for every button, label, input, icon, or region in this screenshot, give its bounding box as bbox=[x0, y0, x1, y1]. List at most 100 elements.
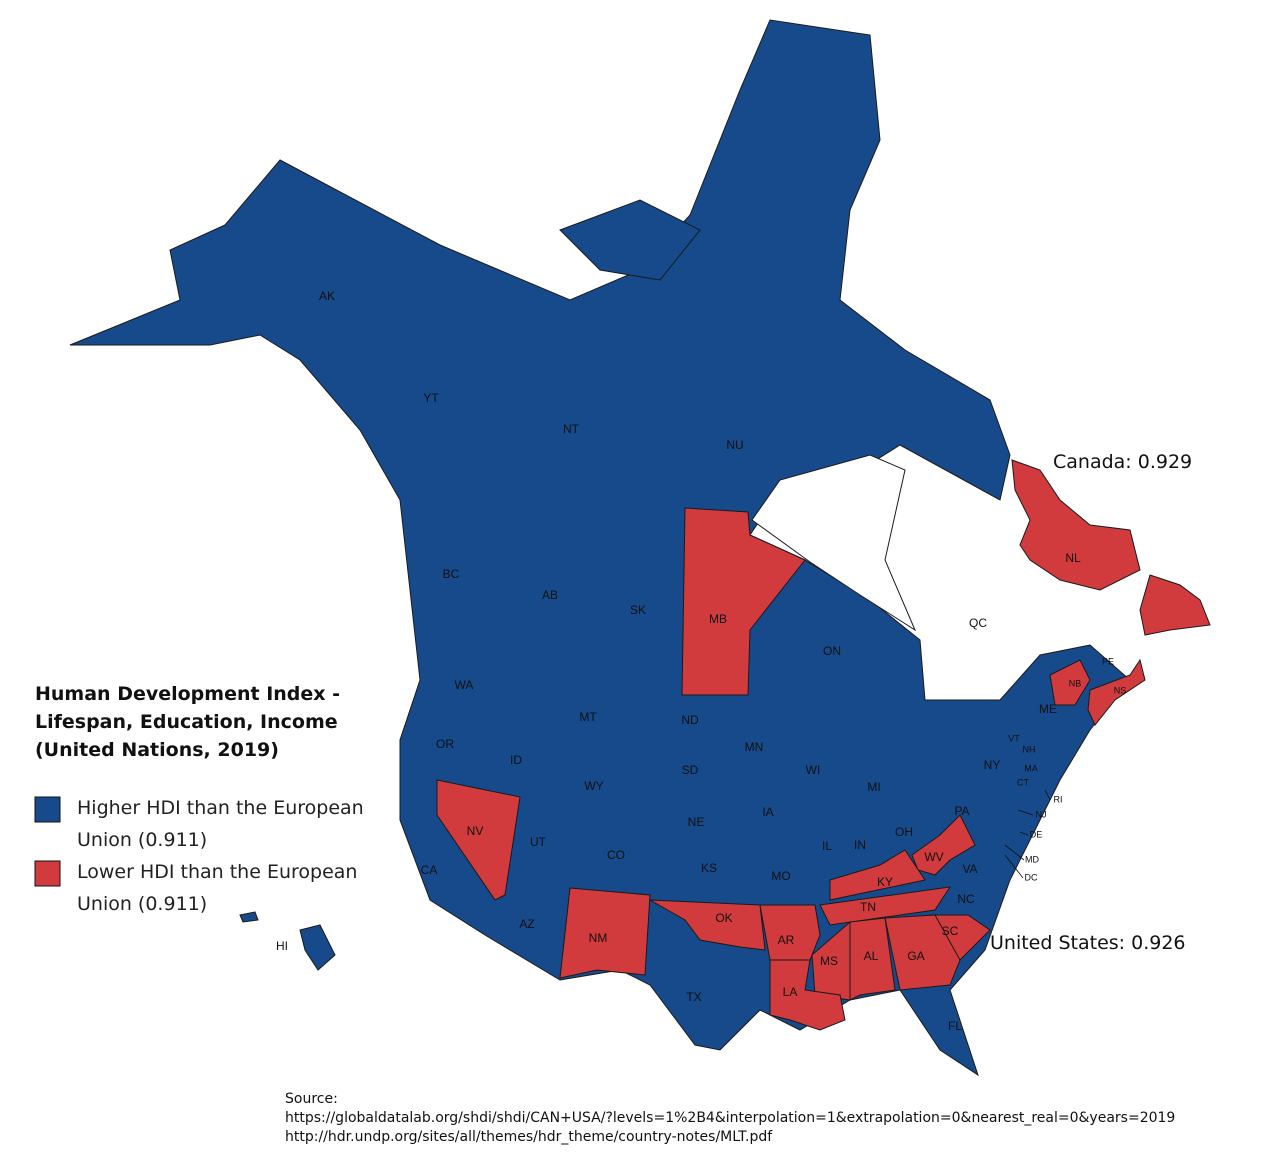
region-label: SK bbox=[630, 603, 646, 617]
title: (United Nations, 2019) bbox=[35, 739, 279, 761]
region-label: OH bbox=[895, 825, 913, 839]
region-label: AB bbox=[542, 588, 558, 602]
region-label: NE bbox=[688, 815, 705, 829]
region-label: CO bbox=[607, 848, 625, 862]
region-label: WA bbox=[455, 678, 474, 692]
leader-line bbox=[1017, 809, 1034, 816]
region bbox=[884, 914, 961, 991]
region-label: GA bbox=[907, 949, 924, 963]
source: http://hdr.undp.org/sites/all/themes/hdr… bbox=[285, 1129, 773, 1145]
landmass bbox=[69, 19, 1131, 1077]
region-label: WY bbox=[584, 779, 603, 793]
legend-label: Union (0.911) bbox=[77, 893, 207, 915]
leader-line bbox=[1044, 789, 1051, 801]
region-label: QC bbox=[969, 616, 987, 630]
hawaii bbox=[239, 911, 336, 971]
region-label: NM bbox=[589, 931, 608, 945]
region bbox=[769, 959, 846, 1031]
region bbox=[559, 887, 651, 979]
region-label: YT bbox=[423, 391, 439, 405]
region-label: NU bbox=[726, 438, 743, 452]
arctic-island bbox=[559, 199, 701, 281]
source: Source: bbox=[285, 1091, 338, 1107]
legend: Human Development Index - Lifespan, Educa… bbox=[34, 683, 364, 915]
region-label: NH bbox=[1023, 744, 1036, 754]
region bbox=[819, 886, 952, 926]
regions bbox=[436, 459, 1211, 1031]
region-label: OK bbox=[715, 911, 732, 925]
region bbox=[681, 507, 806, 696]
leader-line bbox=[1019, 831, 1029, 836]
region-label: VA bbox=[962, 862, 977, 876]
region-label: CA bbox=[421, 863, 438, 877]
region-label: WV bbox=[924, 850, 943, 864]
region-label: MB bbox=[709, 612, 727, 626]
region-label: MT bbox=[579, 710, 597, 724]
region-label: AL bbox=[864, 949, 879, 963]
region-label: ON bbox=[823, 644, 841, 658]
region-label: NL bbox=[1065, 551, 1081, 565]
legend-swatch bbox=[34, 796, 61, 823]
region-label: SC bbox=[942, 924, 959, 938]
title: Human Development Index - bbox=[35, 683, 340, 705]
legend-label: Higher HDI than the European bbox=[77, 797, 364, 819]
region-label: ME bbox=[1039, 702, 1057, 716]
region-label: OR bbox=[436, 737, 454, 751]
region-label: ID bbox=[510, 753, 522, 767]
region bbox=[759, 904, 821, 961]
region-label: FL bbox=[948, 1019, 962, 1033]
region-label: KY bbox=[877, 875, 893, 889]
continent bbox=[69, 19, 1131, 1077]
region-label: MS bbox=[820, 954, 838, 968]
region-label: TX bbox=[686, 990, 701, 1004]
region-label: NS bbox=[1114, 685, 1127, 695]
region-label: SD bbox=[682, 763, 699, 777]
region-label: TN bbox=[860, 900, 876, 914]
region-label: DC bbox=[1025, 872, 1038, 882]
region-label: MA bbox=[1024, 763, 1038, 773]
title: Lifespan, Education, Income bbox=[35, 711, 338, 733]
region-label: PE bbox=[1102, 656, 1114, 666]
region bbox=[811, 920, 851, 1001]
region-label: WI bbox=[806, 763, 821, 777]
region bbox=[829, 849, 926, 901]
region-label: NT bbox=[563, 422, 580, 436]
region-label: NV bbox=[467, 824, 484, 838]
region bbox=[1087, 658, 1146, 726]
region-label: NY bbox=[984, 758, 1001, 772]
region-label: NJ bbox=[1036, 809, 1047, 819]
region bbox=[1011, 459, 1211, 636]
region bbox=[911, 814, 976, 876]
region-label: CT bbox=[1017, 777, 1029, 787]
region-label: UT bbox=[530, 835, 547, 849]
region-label: MI bbox=[867, 780, 880, 794]
source: https://globaldatalab.org/shdi/shdi/CAN+… bbox=[285, 1110, 1175, 1126]
region-label: NC bbox=[957, 892, 975, 906]
region-label: MO bbox=[771, 869, 790, 883]
region-label: AR bbox=[778, 933, 795, 947]
region-label: IN bbox=[854, 838, 866, 852]
region bbox=[436, 779, 521, 901]
region bbox=[649, 899, 766, 951]
legend-label: Lower HDI than the European bbox=[77, 861, 357, 883]
region-label: ND bbox=[681, 713, 699, 727]
region-label: DE bbox=[1030, 829, 1043, 839]
leader-line bbox=[1004, 844, 1025, 861]
region-label: IL bbox=[822, 839, 832, 853]
region-label: RI bbox=[1054, 794, 1063, 804]
annotation: Canada: 0.929 bbox=[1053, 451, 1192, 473]
annotation: United States: 0.926 bbox=[990, 932, 1186, 954]
region-label: HI bbox=[276, 939, 288, 953]
legend-label: Union (0.911) bbox=[77, 829, 207, 851]
region-label: MD bbox=[1025, 854, 1039, 864]
region-label: MN bbox=[745, 740, 764, 754]
region-label: PA bbox=[954, 804, 969, 818]
region-label: AZ bbox=[519, 917, 534, 931]
region-label: LA bbox=[783, 985, 798, 999]
region bbox=[1049, 659, 1091, 706]
hudson-bay bbox=[751, 454, 917, 632]
leader-line bbox=[1004, 854, 1024, 879]
region-label: BC bbox=[443, 567, 460, 581]
